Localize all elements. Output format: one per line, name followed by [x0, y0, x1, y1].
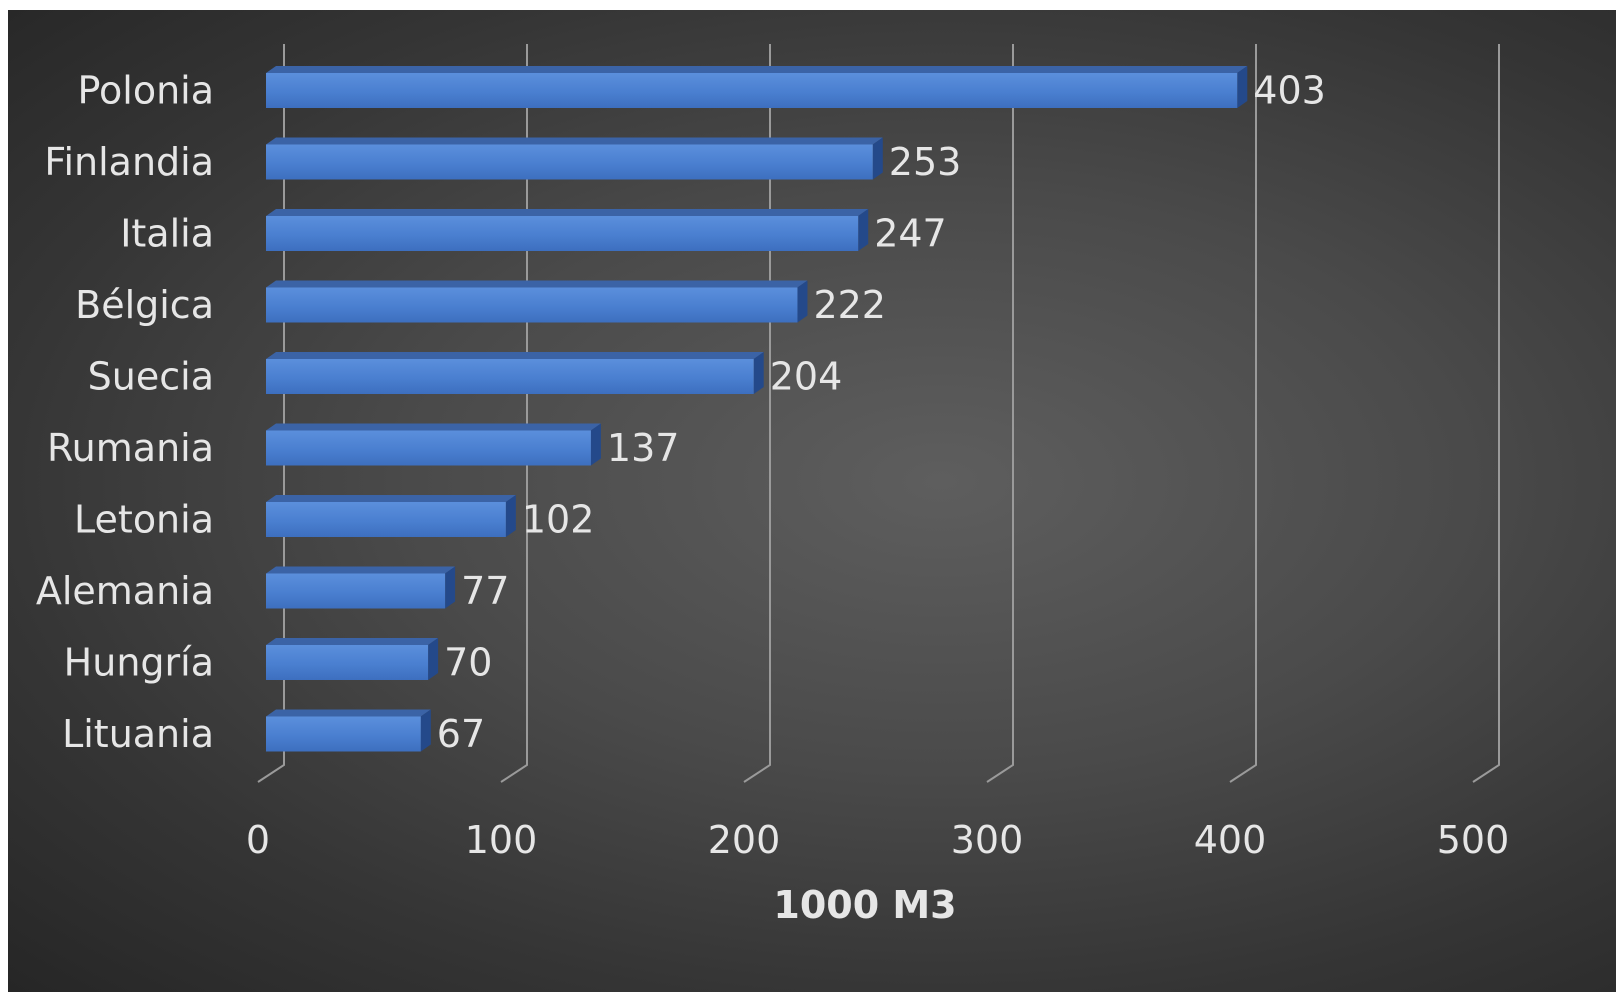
- category-label: Alemania: [36, 569, 214, 613]
- category-label: Polonia: [77, 69, 214, 113]
- category-labels: Polonia Finlandia Italia Bélgica Suecia Ruman…: [36, 69, 214, 757]
- bar-front-face: [266, 359, 754, 394]
- bar: [266, 423, 601, 466]
- bar-top-face: [266, 423, 601, 431]
- x-tick-labels: 0 100 200 300 400 500: [246, 818, 1509, 862]
- bar-front-face: [266, 502, 506, 537]
- category-label: Hungría: [64, 641, 214, 685]
- bar-front-face: [266, 216, 859, 251]
- data-label: 67: [437, 712, 485, 756]
- bar-front-face: [266, 716, 421, 752]
- bar-front-face: [266, 645, 429, 680]
- bar-side-face: [1237, 66, 1248, 108]
- data-label: 204: [770, 355, 843, 399]
- bar: [266, 280, 808, 323]
- bar-side-face: [590, 423, 601, 466]
- chart-area: Polonia Finlandia Italia Bélgica Suecia Ruman…: [8, 10, 1616, 992]
- data-label: 137: [607, 426, 680, 470]
- bar-front-face: [266, 287, 798, 323]
- x-tick-label: 0: [246, 818, 270, 862]
- data-labels: 403 253 247 222 204 137 102 77 70 67: [437, 69, 1326, 757]
- data-label: 70: [444, 641, 492, 685]
- bar-top-face: [266, 137, 883, 145]
- bar-side-face: [420, 709, 431, 752]
- bar-side-face: [797, 280, 808, 323]
- bar-top-face: [266, 566, 456, 574]
- category-label: Finlandia: [44, 140, 214, 184]
- bar-side-face: [753, 352, 764, 394]
- bar-front-face: [266, 573, 446, 609]
- data-label: 253: [889, 140, 962, 184]
- bar-side-face: [505, 495, 516, 537]
- data-label: 247: [874, 212, 947, 256]
- x-tick-label: 500: [1437, 818, 1510, 862]
- bar-side-face: [445, 566, 456, 609]
- category-label: Rumania: [47, 426, 214, 470]
- bar: [266, 66, 1248, 108]
- gridline-400: [1229, 44, 1257, 783]
- bar-front-face: [266, 144, 873, 180]
- bar-front-face: [266, 73, 1238, 108]
- data-label: 403: [1253, 69, 1326, 113]
- x-axis-title: 1000 M3: [773, 883, 956, 927]
- x-tick-label: 200: [708, 818, 781, 862]
- bar-top-face: [266, 209, 869, 216]
- x-tick-label: 100: [465, 818, 538, 862]
- bar-top-face: [266, 495, 516, 502]
- bar: [266, 709, 431, 752]
- bar-side-face: [428, 638, 439, 680]
- category-label: Lituania: [62, 712, 214, 756]
- gridline-300: [986, 44, 1014, 783]
- bar: [266, 137, 883, 180]
- bar-chart: Polonia Finlandia Italia Bélgica Suecia Ruman…: [36, 44, 1509, 927]
- category-label: Suecia: [88, 355, 214, 399]
- data-label: 102: [522, 498, 595, 542]
- bar-side-face: [872, 137, 883, 180]
- bar-top-face: [266, 66, 1248, 73]
- bar: [266, 209, 869, 251]
- category-label: Letonia: [74, 498, 214, 542]
- bars: [266, 66, 1248, 752]
- bar-top-face: [266, 638, 439, 645]
- bar: [266, 566, 456, 609]
- category-label: Italia: [120, 212, 214, 256]
- bar: [266, 352, 764, 394]
- bar-front-face: [266, 430, 591, 466]
- bar: [266, 638, 439, 680]
- bar-side-face: [858, 209, 869, 251]
- data-label: 77: [461, 569, 509, 613]
- gridline-500: [1472, 44, 1500, 783]
- bar: [266, 495, 516, 537]
- x-tick-label: 400: [1194, 818, 1267, 862]
- bar-top-face: [266, 352, 764, 359]
- category-label: Bélgica: [75, 283, 214, 327]
- bar-top-face: [266, 709, 431, 717]
- bar-top-face: [266, 280, 808, 288]
- data-label: 222: [813, 283, 886, 327]
- x-tick-label: 300: [951, 818, 1024, 862]
